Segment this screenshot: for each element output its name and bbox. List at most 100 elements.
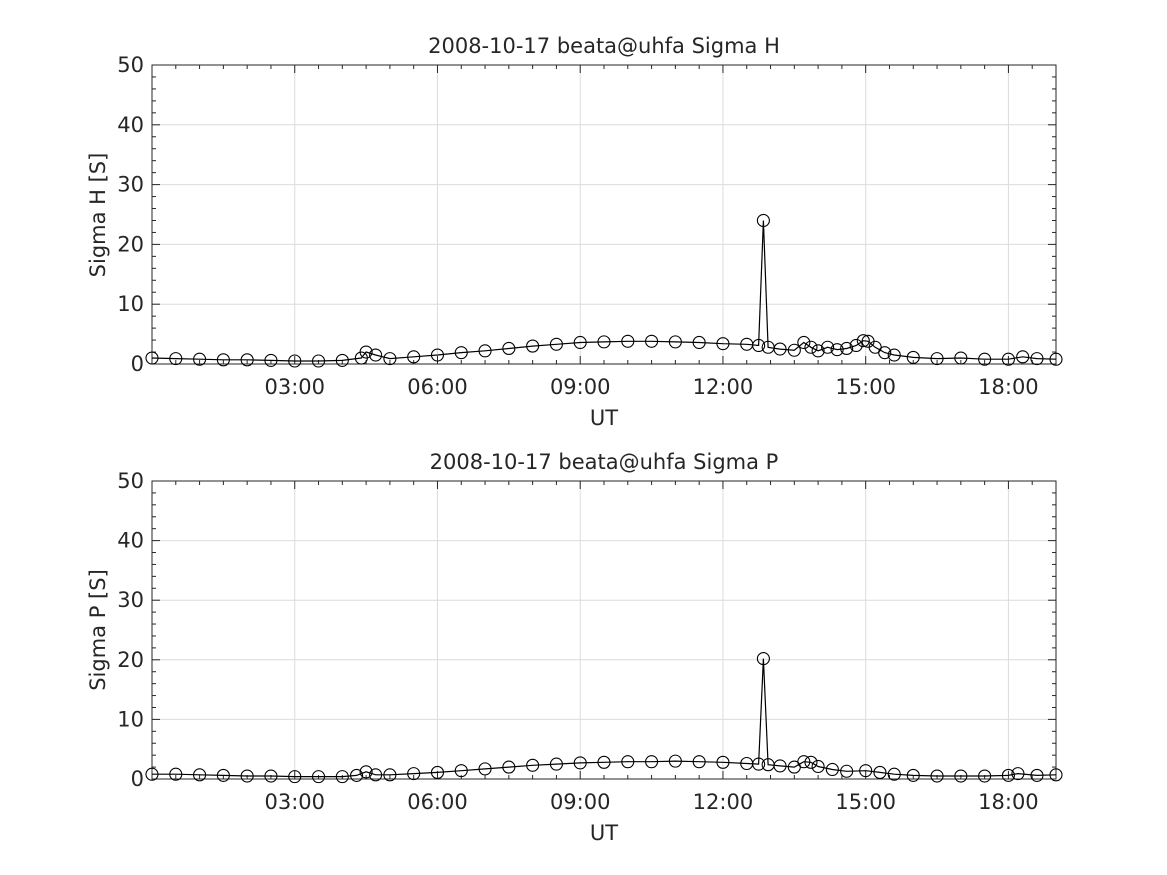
- data-point: [478, 762, 492, 776]
- data-point: [502, 760, 516, 774]
- y-tick-label: 10: [117, 707, 144, 731]
- data-point: [193, 352, 207, 366]
- data-point: [288, 354, 302, 368]
- data-point: [756, 652, 770, 666]
- x-tick-label: 15:00: [835, 790, 896, 814]
- data-point: [716, 755, 730, 769]
- data-point: [383, 352, 397, 366]
- y-tick-label: 10: [117, 292, 144, 316]
- data-point: [752, 757, 766, 771]
- data-point: [407, 350, 421, 364]
- data-point: [335, 353, 349, 367]
- data-point: [1001, 768, 1015, 782]
- data-point: [288, 770, 302, 784]
- data-point: [383, 768, 397, 782]
- data-point: [597, 755, 611, 769]
- ticks: 03:00 06:00 09:00 12:00 15:00 18:00 0 10 20 30 40 5…: [117, 53, 1057, 399]
- data-point: [906, 768, 920, 782]
- y-tick-label: 20: [117, 232, 144, 256]
- y-tick-label: 40: [117, 529, 144, 553]
- data-point: [264, 353, 278, 367]
- x-tick-label: 15:00: [835, 375, 896, 399]
- data-point: [359, 765, 373, 779]
- y-tick-label: 50: [117, 53, 144, 77]
- data-point: [407, 767, 421, 781]
- data-point: [859, 764, 873, 778]
- data-point: [773, 342, 787, 356]
- data-point: [787, 343, 801, 357]
- data-point: [840, 764, 854, 778]
- data-point: [811, 759, 825, 774]
- data-point: [887, 348, 901, 362]
- x-tick-label: 18:00: [978, 790, 1039, 814]
- data-point: [145, 351, 159, 365]
- data-point: [311, 354, 326, 368]
- data-point: [830, 343, 844, 357]
- data-point: [573, 756, 587, 770]
- y-tick-label: 40: [117, 113, 144, 137]
- data-point: [804, 755, 818, 769]
- x-tick-label: 09:00: [550, 790, 611, 814]
- data-point: [756, 213, 770, 228]
- sigma-p-plot: 03:00 06:00 09:00 12:00 15:00 18:00 0 10 20 30 40 5…: [86, 450, 1063, 845]
- data-point: [478, 344, 492, 358]
- data-point: [350, 768, 364, 782]
- data-point: [193, 768, 207, 782]
- data-point: [645, 334, 659, 348]
- data-point: [645, 755, 659, 769]
- data-point: [1011, 767, 1025, 781]
- data-point: [825, 762, 839, 777]
- data-series: [145, 213, 1063, 368]
- data-point: [797, 755, 811, 769]
- data-point: [906, 350, 920, 364]
- x-tick-label: 12:00: [693, 790, 754, 814]
- x-tick-label: 03:00: [264, 790, 325, 814]
- data-point: [145, 767, 159, 781]
- data-point: [1049, 352, 1063, 366]
- data-point: [264, 769, 278, 783]
- data-point: [430, 765, 445, 779]
- data-point: [716, 337, 730, 351]
- y-tick-label: 30: [117, 588, 144, 612]
- data-point: [359, 345, 373, 359]
- y-axis-label: Sigma P [S]: [86, 569, 110, 691]
- data-point: [169, 767, 183, 781]
- data-point: [878, 346, 892, 360]
- x-tick-label: 06:00: [407, 790, 468, 814]
- data-point: [369, 348, 383, 362]
- data-point: [502, 341, 516, 356]
- data-point: [311, 770, 326, 784]
- ticks: 03:00 06:00 09:00 12:00 15:00 18:00 0 10 20 30 40 5…: [117, 469, 1057, 814]
- data-point: [526, 339, 540, 353]
- data-point: [821, 340, 835, 354]
- data-point: [887, 767, 901, 781]
- plot-title: 2008-10-17 beata@uhfa Sigma H: [428, 34, 780, 58]
- data-point: [1049, 768, 1063, 782]
- data-point: [692, 755, 706, 769]
- data-point: [668, 754, 682, 768]
- data-point: [240, 353, 254, 367]
- data-point: [849, 338, 863, 353]
- data-point: [549, 757, 563, 771]
- data-point: [216, 768, 230, 782]
- data-point: [930, 769, 944, 783]
- data-point: [1030, 768, 1044, 782]
- data-point: [804, 340, 818, 354]
- data-point: [873, 765, 887, 779]
- data-point: [811, 344, 825, 358]
- data-point: [335, 770, 349, 784]
- y-tick-label: 50: [117, 469, 144, 493]
- y-axis-label: Sigma H [S]: [86, 153, 110, 278]
- data-point: [978, 769, 992, 783]
- data-point: [621, 755, 635, 769]
- data-point: [840, 341, 854, 356]
- x-axis-label: UT: [590, 821, 618, 845]
- data-point: [621, 334, 635, 348]
- y-tick-label: 30: [117, 173, 144, 197]
- data-point: [930, 352, 944, 366]
- data-point: [773, 759, 787, 773]
- data-point: [692, 335, 706, 350]
- x-tick-label: 09:00: [550, 375, 611, 399]
